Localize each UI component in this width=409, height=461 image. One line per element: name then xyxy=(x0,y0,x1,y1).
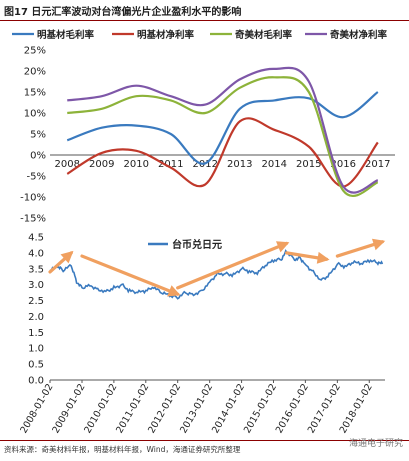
x-tick-label: 2012-01-02 xyxy=(146,382,183,435)
y-tick-label: -15% xyxy=(20,214,46,225)
legend-label: 台币兑日元 xyxy=(172,238,222,251)
x-tick-label: 2016 xyxy=(331,159,356,170)
series-line xyxy=(49,249,384,300)
fx-chart: 台币兑日元 4.5 4.0 3.5 3.0 2.5 2.0 1.5 1.0 0.5 0.02008-… xyxy=(18,233,386,435)
trend-arrow-head xyxy=(371,238,386,251)
y-tick-label: 20% xyxy=(24,67,46,78)
y-tick-label: 5% xyxy=(30,130,46,141)
y-tick-label: 2.5 xyxy=(28,296,44,307)
figure-title: 图17 日元汇率波动对台湾偏光片企业盈利水平的影响 xyxy=(4,7,242,18)
x-tick-label: 2010-01-02 xyxy=(82,382,119,435)
x-tick-label: 2010 xyxy=(124,159,149,170)
legend-label: 奇美材毛利率 xyxy=(235,29,293,41)
footer-divider xyxy=(0,440,409,441)
x-tick-label: 2008-01-02 xyxy=(18,382,55,435)
y-tick-label: 1.0 xyxy=(28,344,44,355)
trend-arrow-shaft xyxy=(80,254,180,296)
x-tick-label: 2014-01-02 xyxy=(210,382,247,435)
y-tick-label: 1.5 xyxy=(28,328,44,339)
y-tick-label: 3.5 xyxy=(28,264,44,275)
y-tick-label: -5% xyxy=(27,172,46,183)
y-tick-label: 10% xyxy=(24,109,46,120)
x-tick-label: 2011-01-02 xyxy=(114,382,151,435)
y-tick-label: 25% xyxy=(24,46,46,57)
x-tick-label: 2009-01-02 xyxy=(50,382,87,435)
x-tick-label: 2018-01-02 xyxy=(338,382,375,435)
x-tick-label: 2017 xyxy=(365,159,390,170)
y-tick-label: 4.5 xyxy=(28,233,44,244)
trend-arrow-shaft xyxy=(176,241,289,290)
source-note: 资料来源：奇美材料年报，明基材料年报，Wind，海通证券研究所整理 xyxy=(4,445,241,454)
title-bar: 图17 日元汇率波动对台湾偏光片企业盈利水平的影响 xyxy=(0,0,409,21)
legend-label: 明基材毛利率 xyxy=(37,29,95,41)
trend-arrow-head xyxy=(275,241,290,253)
margin-chart: 明基材毛利率 明基材净利率 奇美材毛利率 奇美材净利率 25% 20% 15% 10% 5% 0%… xyxy=(12,29,395,225)
y-tick-label: -10% xyxy=(20,193,46,204)
series-line xyxy=(67,66,379,194)
y-tick-label: 2.0 xyxy=(28,312,44,323)
x-tick-label: 2009 xyxy=(89,159,114,170)
trend-arrow-head xyxy=(60,250,74,264)
y-tick-label: 0% xyxy=(30,151,46,162)
y-tick-label: 3.0 xyxy=(28,280,44,291)
x-tick-label: 2013 xyxy=(227,159,252,170)
x-tick-label: 2011 xyxy=(158,159,183,170)
series-line xyxy=(66,91,379,165)
watermark-text: 海通电子研究 xyxy=(348,439,403,449)
x-tick-label: 2008 xyxy=(55,159,80,170)
y-tick-label: 0.5 xyxy=(28,360,44,371)
x-tick-label: 2016-01-02 xyxy=(274,382,311,435)
legend-label: 明基材净利率 xyxy=(137,29,195,41)
x-tick-label: 2017-01-02 xyxy=(306,382,343,435)
legend-label: 奇美材净利率 xyxy=(330,29,388,41)
y-tick-label: 4.0 xyxy=(28,248,44,259)
series-line xyxy=(67,76,379,198)
y-tick-label: 15% xyxy=(24,88,46,99)
y-tick-label: 0.0 xyxy=(28,376,44,387)
series-line xyxy=(66,117,379,188)
x-tick-label: 2015 xyxy=(296,159,321,170)
x-tick-label: 2013-01-02 xyxy=(178,382,215,435)
trend-arrow-head xyxy=(167,285,181,297)
x-tick-label: 2014 xyxy=(262,159,287,170)
trend-arrow-head xyxy=(316,251,330,264)
x-tick-label: 2015-01-02 xyxy=(242,382,279,435)
